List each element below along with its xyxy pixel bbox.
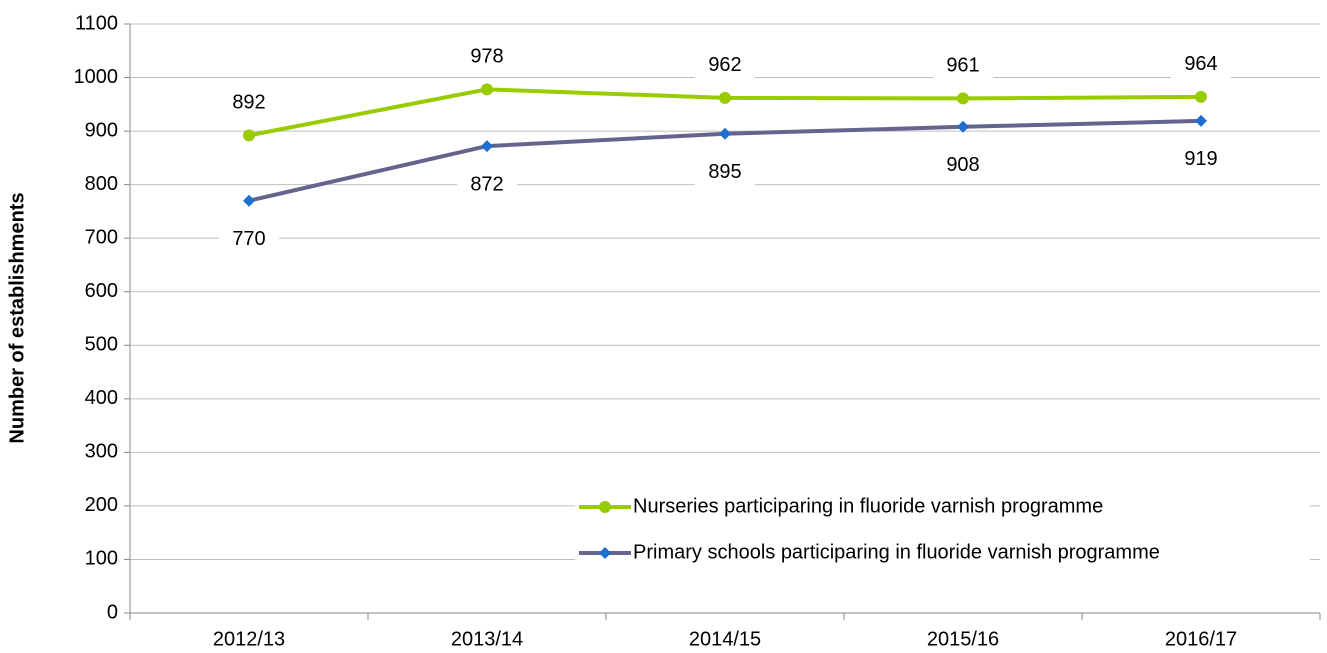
point [243,129,255,142]
data-label-bg [219,88,279,119]
y-tick-label: 100 [85,548,118,570]
point [481,140,493,153]
y-tick-label: 0 [107,601,118,623]
data-label: 872 [470,173,503,195]
data-label-bg [219,224,279,255]
point [719,91,731,104]
x-tick-label: 2013/14 [451,628,523,650]
y-tick-label: 1000 [74,66,119,88]
y-tick-label: 600 [85,280,118,302]
y-tick-label: 1100 [75,12,118,34]
data-label: 978 [470,46,503,68]
x-tick-label: 2012/13 [213,628,285,650]
point [243,194,255,207]
data-label: 895 [708,161,741,183]
y-tick-label: 200 [85,494,118,516]
y-tick-label: 500 [85,334,118,356]
y-tick-label: 900 [85,119,118,141]
legend-marker [599,501,611,513]
data-label-bg [695,157,755,188]
data-label-bg [457,42,517,73]
point [719,127,731,140]
y-tick-label: 700 [85,226,118,248]
point [957,92,969,105]
data-label: 961 [946,55,979,77]
data-label-bg [1171,144,1231,175]
data-label-bg [695,50,755,81]
y-tick-label: 400 [85,387,118,409]
data-label: 919 [1184,148,1217,170]
legend-bg [575,484,1310,578]
point [957,120,969,133]
data-label: 964 [1184,53,1217,75]
x-tick-label: 2016/17 [1165,628,1237,650]
data-label-bg [933,51,993,82]
data-label: 770 [232,228,265,250]
data-label-bg [933,150,993,181]
y-tick-label: 800 [85,173,118,195]
legend-label: Primary schools participaring in fluorid… [633,541,1160,563]
point [1195,90,1207,103]
y-tick-label: 300 [85,441,118,463]
legend-label: Nurseries participaring in fluoride varn… [633,495,1103,517]
point [1195,114,1207,127]
y-axis-label: Number of establishments [6,192,28,443]
x-tick-label: 2015/16 [927,628,999,650]
data-label: 962 [708,54,741,76]
data-label-bg [457,170,517,201]
data-label: 892 [232,92,265,114]
point [481,83,493,96]
x-tick-label: 2014/15 [689,628,761,650]
data-label-bg [1171,49,1231,80]
legend-marker [599,547,611,559]
data-label: 908 [946,154,979,176]
